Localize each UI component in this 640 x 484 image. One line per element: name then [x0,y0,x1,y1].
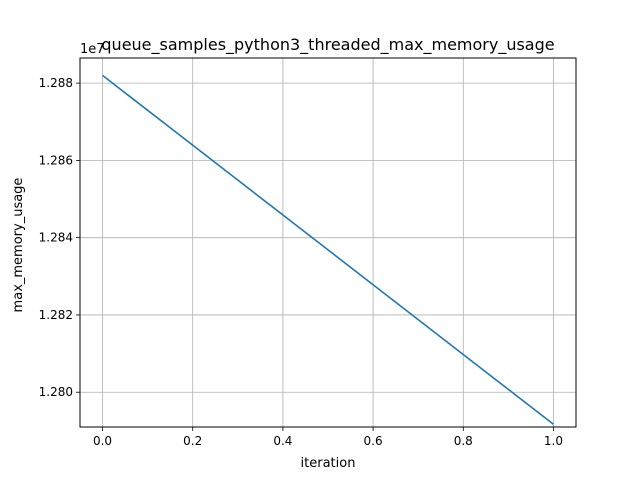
y-axis-label: max_memory_usage [11,178,26,313]
grid [80,58,576,427]
series-layer [102,74,554,425]
y-offset-text: 1e7 [80,42,105,57]
y-tick-label: 1.288 [39,76,73,90]
x-axis-label: iteration [301,456,356,471]
y-tick-label: 1.282 [39,308,73,322]
y-tick-label: 1.280 [39,385,73,399]
x-tick-label: 0.6 [364,434,383,448]
chart-title: queue_samples_python3_threaded_max_memor… [101,35,554,55]
x-tick-label: 0.8 [454,434,473,448]
y-tick-label: 1.284 [39,231,73,245]
plot-frame [79,57,577,428]
y-tick-label: 1.286 [39,153,73,167]
x-tick-label: 0.0 [93,434,112,448]
x-tick-label: 0.4 [273,434,292,448]
x-tick-label: 0.2 [183,434,202,448]
x-tick-label: 1.0 [544,434,563,448]
ticks: 0.0 0.2 0.4 0.6 0.8 1.0 1.280 1.282 1.284 1.286 1.… [39,76,563,448]
series-line [102,74,554,425]
